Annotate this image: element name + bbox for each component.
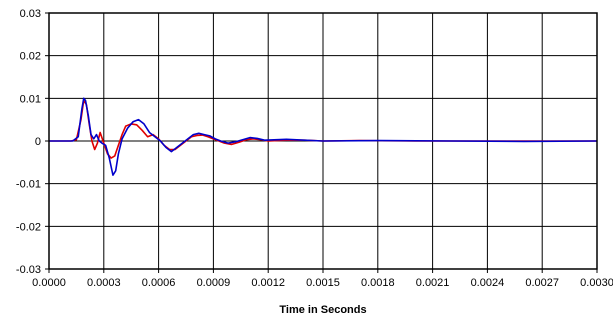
series-line-2 [49, 97, 598, 176]
y-tick-label: -0.02 [16, 221, 41, 233]
x-tick-label: 0.0000 [32, 277, 66, 289]
x-tick-label: 0.0009 [197, 277, 231, 289]
y-tick-label: 0.02 [20, 51, 41, 63]
x-tick-label: 0.0024 [471, 277, 505, 289]
x-tick-label: 0.0018 [361, 277, 395, 289]
x-axis-label: Time in Seconds [279, 304, 366, 316]
x-tick-label: 0.0021 [416, 277, 450, 289]
x-tick-label: 0.0027 [525, 277, 559, 289]
x-tick-label: 0.0012 [251, 277, 285, 289]
y-tick-label: -0.03 [16, 264, 41, 276]
x-tick-label: 0.0030 [580, 277, 613, 289]
x-axis-tick-labels: 0.0000 0.0003 0.0006 0.0009 0.0012 0.0015 0.00… [32, 277, 613, 289]
y-tick-label: 0 [35, 136, 41, 148]
x-tick-label: 0.0003 [87, 277, 121, 289]
x-tick-label: 0.0015 [306, 277, 340, 289]
x-tick-label: 0.0006 [142, 277, 176, 289]
y-tick-label: 0.01 [20, 93, 41, 105]
y-axis-tick-labels: 0.03 0.02 0.01 0 -0.01 -0.02 -0.03 [16, 8, 41, 276]
plot-area-border [48, 12, 598, 270]
y-tick-label: -0.01 [16, 179, 41, 191]
y-tick-label: 0.03 [20, 8, 41, 20]
series-layer [49, 97, 598, 176]
